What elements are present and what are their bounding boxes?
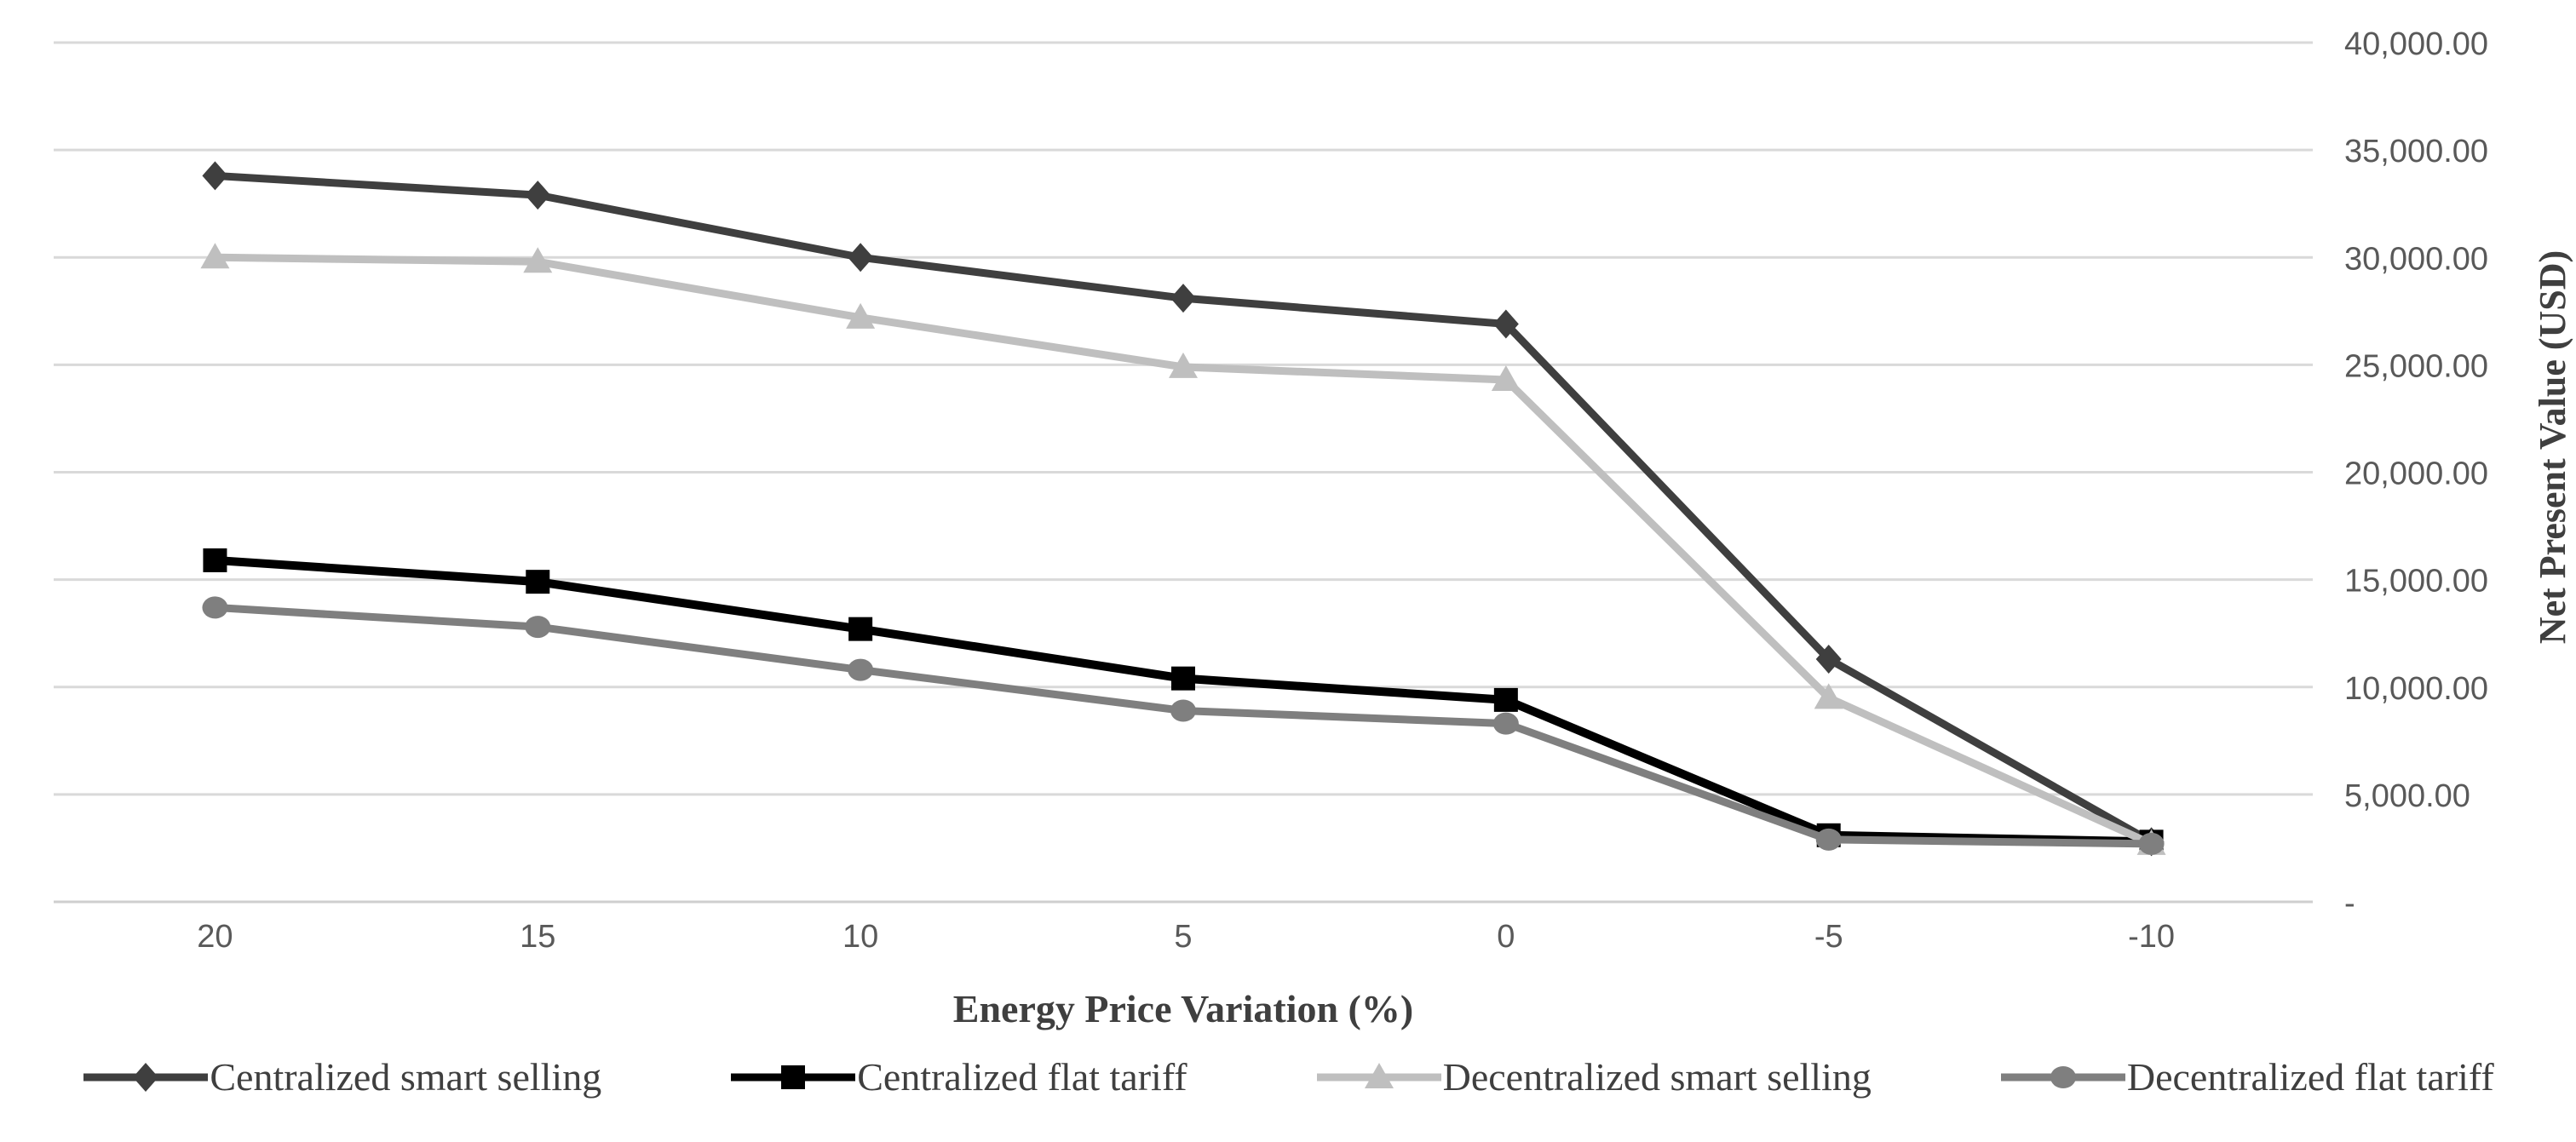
circle-data-point-marker (1815, 828, 1842, 851)
y-axis-title: Net Present Value (USD) (2532, 250, 2573, 645)
legend-item-decentralized-flat-tariff: Decentralized flat tariff (1999, 1054, 2494, 1099)
gridlines-group (54, 41, 2313, 904)
legend-label: Decentralized smart selling (1442, 1055, 1872, 1099)
legend-circle-marker-icon (1999, 1057, 2127, 1098)
square-legend-glyph (731, 1065, 856, 1089)
chart-legend: Centralized smart selling Centralized fl… (0, 1054, 2576, 1099)
series-line-2 (210, 253, 2156, 848)
triangle-data-point-marker (846, 302, 876, 329)
square-data-point-marker (781, 1065, 806, 1089)
y-tick-label: 35,000.00 (2344, 134, 2488, 169)
series-group (200, 161, 2166, 857)
x-tick-label: 10 (842, 919, 878, 955)
circle-data-point-marker (202, 596, 228, 619)
circle-data-point-marker (525, 616, 551, 639)
y-tick-label: 15,000.00 (2344, 564, 2488, 600)
square-data-point-marker (203, 548, 227, 572)
triangle-data-point-marker (1814, 683, 1843, 709)
legend-square-marker-icon (729, 1057, 857, 1098)
circle-data-point-marker (848, 658, 874, 681)
legend-item-centralized-smart-selling: Centralized smart selling (82, 1054, 601, 1099)
y-tick-label: 10,000.00 (2344, 671, 2488, 707)
diamond-data-point-marker (525, 181, 551, 210)
triangle-data-point-marker (200, 243, 230, 269)
legend-item-centralized-flat-tariff: Centralized flat tariff (729, 1054, 1187, 1099)
diamond-data-point-marker (1492, 309, 1519, 339)
series-line-0 (210, 171, 2156, 846)
diamond-data-point-marker (848, 243, 874, 273)
x-tick-label: 5 (1174, 919, 1192, 955)
tick-labels-group: - 5,000.00 10,000.00 15,000.00 20,000.00 25,0… (197, 26, 2488, 955)
diamond-data-point-marker (1815, 644, 1842, 674)
x-axis-title: Energy Price Variation (%) (952, 987, 1414, 1030)
triangle-data-point-marker (1169, 352, 1198, 378)
y-tick-label: 20,000.00 (2344, 456, 2488, 492)
circle-data-point-marker (1170, 699, 1196, 722)
circle-data-point-marker (2050, 1065, 2076, 1088)
x-tick-label: 15 (520, 919, 555, 955)
triangle-data-point-marker (523, 247, 553, 273)
diamond-data-point-marker (1170, 284, 1196, 313)
square-data-point-marker (1493, 687, 1518, 712)
triangle-legend-glyph (1316, 1062, 1441, 1088)
legend-label: Decentralized flat tariff (2126, 1055, 2494, 1099)
circle-legend-glyph (2000, 1065, 2125, 1088)
y-tick-label: 25,000.00 (2344, 348, 2488, 384)
y-tick-label: - (2344, 886, 2355, 921)
legend-label: Centralized smart selling (210, 1055, 602, 1099)
y-tick-label: 5,000.00 (2344, 778, 2470, 814)
legend-diamond-marker-icon (82, 1057, 210, 1098)
y-tick-label: 40,000.00 (2344, 26, 2488, 62)
diamond-legend-glyph (83, 1062, 209, 1092)
square-data-point-marker (848, 617, 873, 641)
x-tick-label: 0 (1497, 919, 1515, 955)
square-data-point-marker (1171, 666, 1195, 691)
legend-item-decentralized-smart-selling: Decentralized smart selling (1315, 1054, 1872, 1099)
circle-data-point-marker (2138, 832, 2165, 855)
diamond-data-point-marker (202, 161, 228, 191)
x-tick-label: 20 (197, 919, 233, 955)
legend-label: Centralized flat tariff (857, 1055, 1187, 1099)
x-tick-label: -5 (1814, 919, 1843, 955)
x-tick-label: -10 (2128, 919, 2175, 955)
triangle-data-point-marker (1364, 1062, 1394, 1088)
circle-data-point-marker (1492, 712, 1519, 735)
y-tick-label: 30,000.00 (2344, 241, 2488, 277)
diamond-data-point-marker (133, 1062, 159, 1092)
triangle-data-point-marker (1491, 365, 1521, 392)
legend-triangle-marker-icon (1315, 1057, 1443, 1098)
square-data-point-marker (526, 570, 550, 594)
series-line-3 (210, 603, 2156, 848)
